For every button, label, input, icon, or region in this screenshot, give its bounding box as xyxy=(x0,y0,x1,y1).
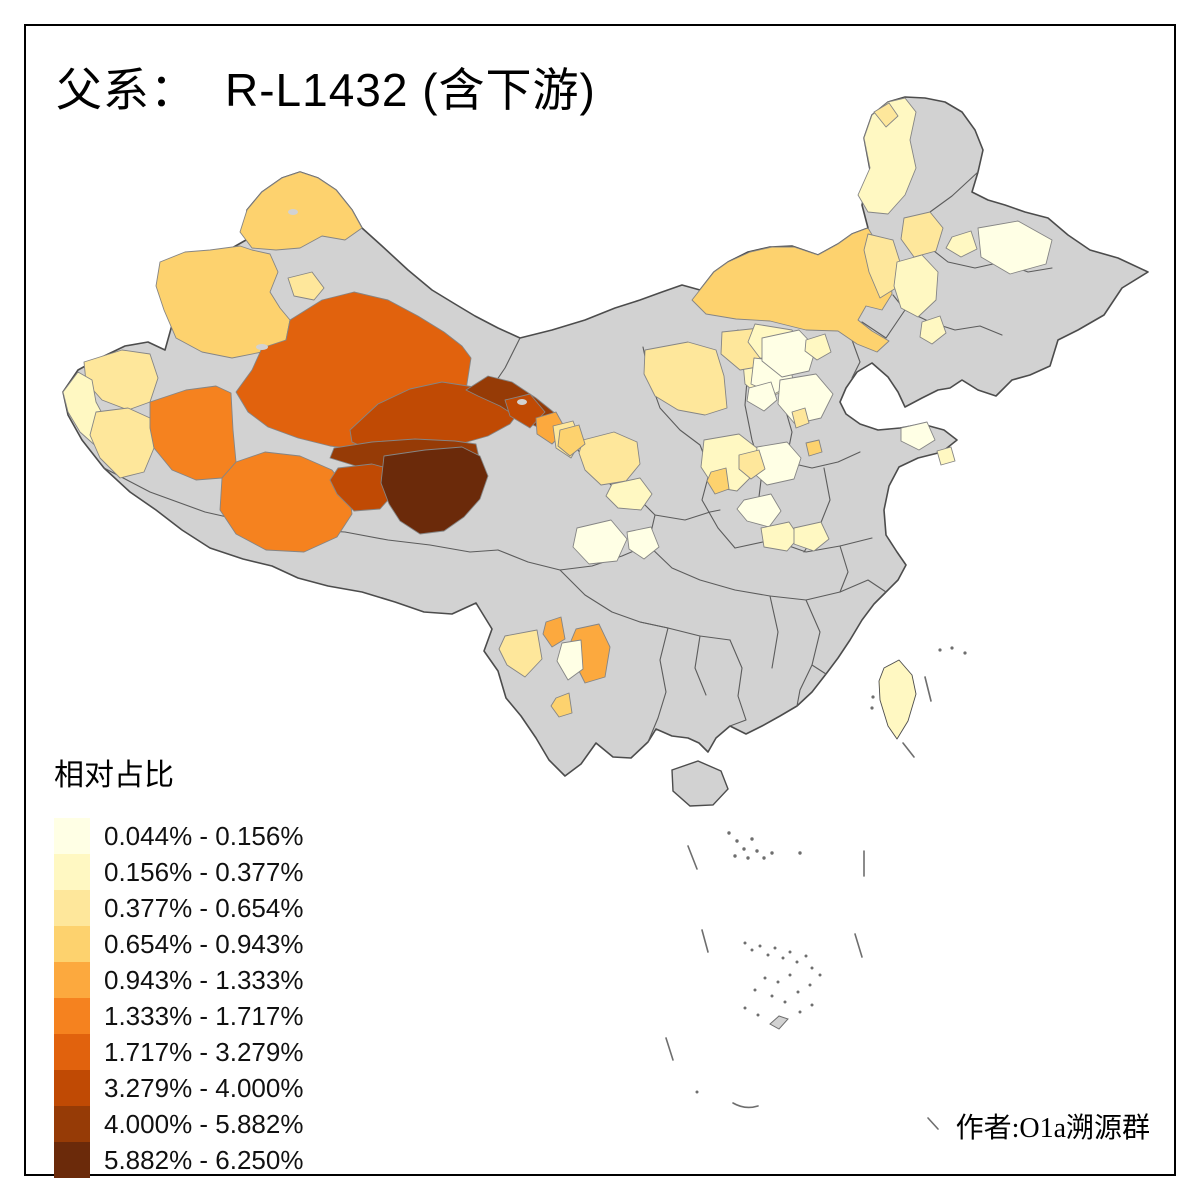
legend-swatch xyxy=(54,890,90,926)
legend-label: 3.279% - 4.000% xyxy=(104,1072,304,1103)
legend-item: 5.882% - 6.250% xyxy=(54,1142,303,1178)
legend-swatch xyxy=(54,998,90,1034)
legend-item: 3.279% - 4.000% xyxy=(54,1070,303,1106)
map-region xyxy=(900,421,936,451)
legend-item: 4.000% - 5.882% xyxy=(54,1106,303,1142)
legend-label: 1.333% - 1.717% xyxy=(104,1000,304,1031)
map-region xyxy=(746,381,778,412)
map-region xyxy=(557,424,586,457)
map-title: 父系： R-L1432 (含下游) xyxy=(56,54,596,120)
map-region xyxy=(878,659,917,740)
map-region xyxy=(706,467,730,495)
legend-item: 0.044% - 0.156% xyxy=(54,818,303,854)
map-region xyxy=(777,373,834,425)
map-region xyxy=(805,439,823,457)
legend-item: 0.156% - 0.377% xyxy=(54,854,303,890)
map-region xyxy=(691,227,893,353)
map-region xyxy=(804,333,832,361)
legend-label: 1.717% - 3.279% xyxy=(104,1036,304,1067)
map-region xyxy=(542,616,566,648)
map-region xyxy=(605,477,653,511)
map-region xyxy=(873,102,899,128)
legend-label: 0.943% - 1.333% xyxy=(104,964,304,995)
legend-item: 0.377% - 0.654% xyxy=(54,890,303,926)
map-region xyxy=(945,230,978,258)
legend-item: 0.943% - 1.333% xyxy=(54,962,303,998)
legend-label: 0.156% - 0.377% xyxy=(104,856,304,887)
sea-islet xyxy=(769,1015,789,1030)
title-haplogroup: R-L1432 (含下游) xyxy=(225,64,596,116)
map-region xyxy=(791,407,810,429)
legend-swatch xyxy=(54,818,90,854)
map-region xyxy=(643,341,728,416)
map-region xyxy=(239,171,363,251)
map-region xyxy=(761,329,817,378)
sea-island-dots xyxy=(695,646,967,1094)
legend-label: 0.654% - 0.943% xyxy=(104,928,304,959)
legend-swatch xyxy=(54,1106,90,1142)
attribution: 作者:O1a溯源群 xyxy=(955,1113,1150,1144)
map-region xyxy=(380,446,489,535)
map-region xyxy=(556,639,584,681)
map-region xyxy=(919,315,947,345)
map-region xyxy=(900,211,944,258)
legend-label: 0.044% - 0.156% xyxy=(104,820,304,851)
legend-title: 相对占比 xyxy=(54,759,174,792)
map-region xyxy=(863,233,901,299)
map-region xyxy=(738,449,766,480)
map-region xyxy=(155,245,291,359)
map-region xyxy=(498,629,543,678)
legend-label: 5.882% - 6.250% xyxy=(104,1144,304,1175)
map-region xyxy=(550,692,573,718)
map-region xyxy=(893,254,939,318)
map-region xyxy=(977,220,1053,275)
legend: 相对占比 0.044% - 0.156% 0.156% - 0.377% 0.3… xyxy=(54,750,303,1178)
sea-islands-dashes xyxy=(665,676,939,1130)
legend-swatch xyxy=(54,1142,90,1178)
map-region xyxy=(329,463,398,512)
legend-swatch xyxy=(54,926,90,962)
map-region xyxy=(219,451,353,553)
legend-item: 1.717% - 3.279% xyxy=(54,1034,303,1070)
map-region xyxy=(760,521,800,552)
legend-item: 1.333% - 1.717% xyxy=(54,998,303,1034)
legend-swatch xyxy=(54,854,90,890)
map-region xyxy=(936,446,956,466)
lakes xyxy=(256,209,527,405)
map-region xyxy=(857,97,917,215)
figure-frame xyxy=(24,24,1176,1176)
choropleth-regions xyxy=(62,97,1053,740)
legend-label: 0.377% - 0.654% xyxy=(104,892,304,923)
legend-label: 4.000% - 5.882% xyxy=(104,1108,304,1139)
map-region xyxy=(89,407,155,479)
map-region xyxy=(626,526,660,560)
legend-swatch xyxy=(54,1034,90,1070)
map-region xyxy=(572,519,628,565)
map-region xyxy=(793,521,830,552)
hainan-island xyxy=(671,760,729,807)
legend-swatch xyxy=(54,1070,90,1106)
title-prefix: 父系： xyxy=(56,65,197,116)
legend-swatch xyxy=(54,962,90,998)
legend-item: 0.654% - 0.943% xyxy=(54,926,303,962)
map-region xyxy=(287,271,325,301)
